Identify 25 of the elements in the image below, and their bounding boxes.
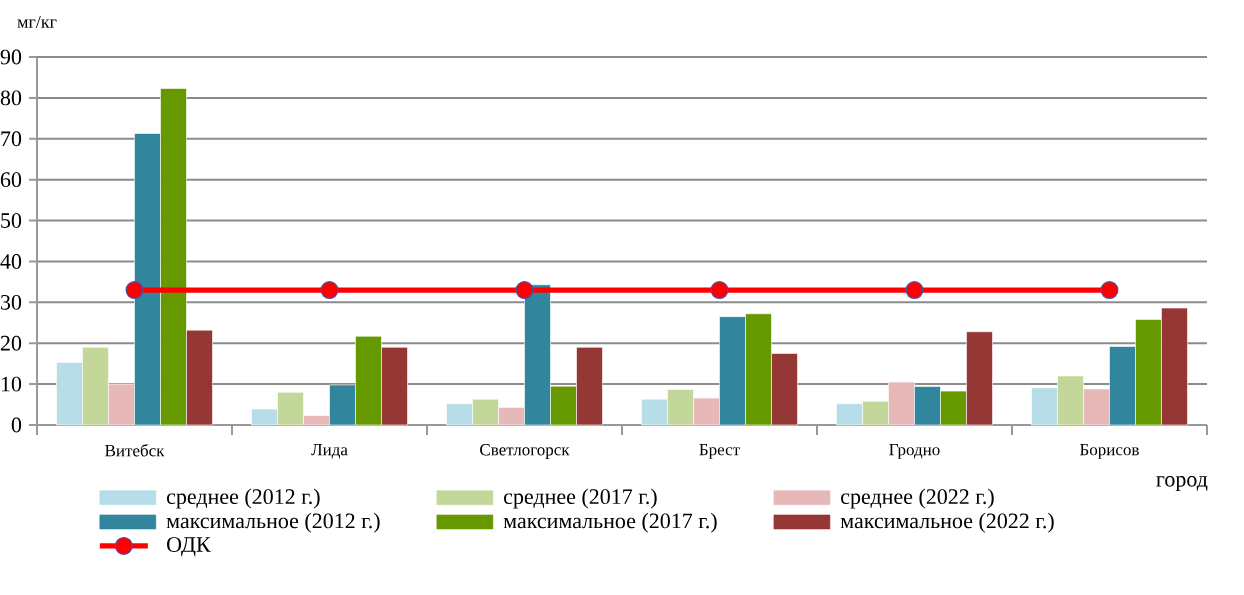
y-tick-label: 80 — [0, 90, 22, 106]
y-tick-label: 50 — [1, 213, 22, 228]
legend-label: среднее (2022 г.) — [841, 488, 994, 509]
x-tick-label: Витебск — [105, 444, 165, 457]
y-axis-title: мг/кг — [17, 15, 57, 28]
y-tick-label: 60 — [0, 172, 22, 188]
legend-label: максимальное (2022 г.) — [840, 512, 1054, 533]
y-tick-label: 90 — [0, 49, 22, 65]
legend-label: среднее (2012 г.) — [166, 488, 320, 509]
x-tick-label: Борисов — [1080, 444, 1139, 459]
y-tick-label: 20 — [0, 335, 22, 351]
legend-label: максимальное (2012 г.) — [166, 512, 380, 533]
y-tick-label: 40 — [0, 254, 22, 269]
y-tick-label: 10 — [1, 376, 22, 392]
legend-label: максимальное (2017 г.) — [503, 512, 717, 533]
legend-label: ОДК — [167, 537, 211, 557]
legend-label: среднее (2017 г.) — [504, 488, 657, 509]
x-tick-label: Лида — [311, 444, 348, 459]
x-tick-label: Светлогорск — [480, 444, 570, 459]
x-tick-label: Гродно — [889, 444, 940, 459]
y-tick-label: 70 — [1, 131, 22, 147]
x-axis-title: город — [1156, 476, 1208, 492]
y-tick-label: 30 — [1, 294, 22, 310]
y-tick-label: 0 — [11, 417, 22, 433]
x-tick-label: Брест — [699, 444, 740, 459]
